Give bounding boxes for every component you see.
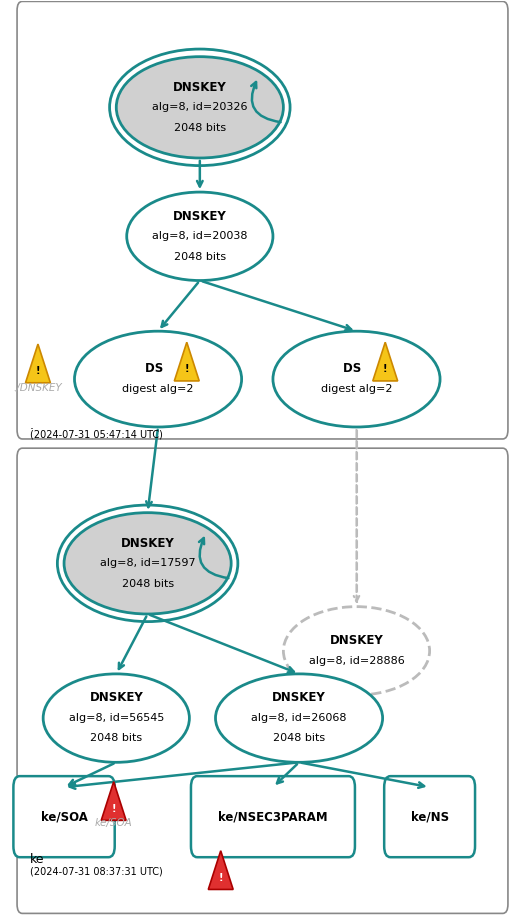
Text: DNSKEY: DNSKEY: [330, 634, 383, 647]
Polygon shape: [174, 342, 199, 381]
Ellipse shape: [215, 674, 383, 762]
Ellipse shape: [43, 674, 190, 762]
Ellipse shape: [64, 513, 231, 614]
Text: 2048 bits: 2048 bits: [122, 578, 174, 589]
Text: (2024-07-31 08:37:31 UTC): (2024-07-31 08:37:31 UTC): [30, 867, 163, 877]
FancyBboxPatch shape: [384, 776, 475, 857]
Text: !: !: [111, 804, 116, 814]
Text: (2024-07-31 05:47:14 UTC): (2024-07-31 05:47:14 UTC): [30, 430, 163, 440]
Text: alg=8, id=28886: alg=8, id=28886: [309, 656, 404, 666]
Ellipse shape: [273, 331, 440, 427]
Text: 2048 bits: 2048 bits: [90, 734, 142, 744]
Ellipse shape: [116, 56, 284, 158]
Text: 2048 bits: 2048 bits: [174, 123, 226, 133]
Text: ke/NSEC3PARAM: ke/NSEC3PARAM: [218, 810, 328, 823]
Text: DNSKEY: DNSKEY: [89, 691, 143, 704]
Polygon shape: [26, 344, 50, 383]
Polygon shape: [208, 851, 233, 890]
Text: !: !: [218, 873, 223, 882]
Text: alg=8, id=20326: alg=8, id=20326: [152, 103, 248, 113]
FancyBboxPatch shape: [191, 776, 355, 857]
Text: alg=8, id=26068: alg=8, id=26068: [251, 713, 347, 723]
Text: digest alg=2: digest alg=2: [321, 384, 392, 395]
Text: digest alg=2: digest alg=2: [122, 384, 194, 395]
Polygon shape: [101, 782, 126, 821]
Text: ./DNSKEY: ./DNSKEY: [14, 383, 62, 394]
Ellipse shape: [127, 192, 273, 281]
Text: 2048 bits: 2048 bits: [273, 734, 325, 744]
Text: DNSKEY: DNSKEY: [173, 210, 227, 223]
Text: ke/SOA: ke/SOA: [40, 810, 88, 823]
Ellipse shape: [75, 331, 242, 427]
Text: .: .: [30, 419, 34, 432]
FancyBboxPatch shape: [17, 2, 508, 439]
FancyBboxPatch shape: [17, 448, 508, 914]
Text: ke/NS: ke/NS: [411, 810, 449, 823]
Text: ke/SOA: ke/SOA: [95, 818, 132, 828]
Polygon shape: [373, 342, 397, 381]
Text: alg=8, id=56545: alg=8, id=56545: [69, 713, 164, 723]
Text: 2048 bits: 2048 bits: [174, 251, 226, 261]
FancyBboxPatch shape: [14, 776, 114, 857]
Text: alg=8, id=20038: alg=8, id=20038: [152, 231, 248, 241]
Text: !: !: [383, 364, 387, 374]
Text: ke: ke: [30, 854, 45, 867]
Ellipse shape: [284, 607, 429, 695]
Text: DS: DS: [145, 362, 171, 375]
Text: alg=8, id=17597: alg=8, id=17597: [100, 558, 195, 568]
Text: DNSKEY: DNSKEY: [272, 691, 326, 704]
Text: DNSKEY: DNSKEY: [121, 537, 174, 550]
Text: !: !: [184, 364, 189, 374]
Text: !: !: [36, 366, 40, 376]
Text: DNSKEY: DNSKEY: [173, 80, 227, 93]
Text: DS: DS: [343, 362, 370, 375]
